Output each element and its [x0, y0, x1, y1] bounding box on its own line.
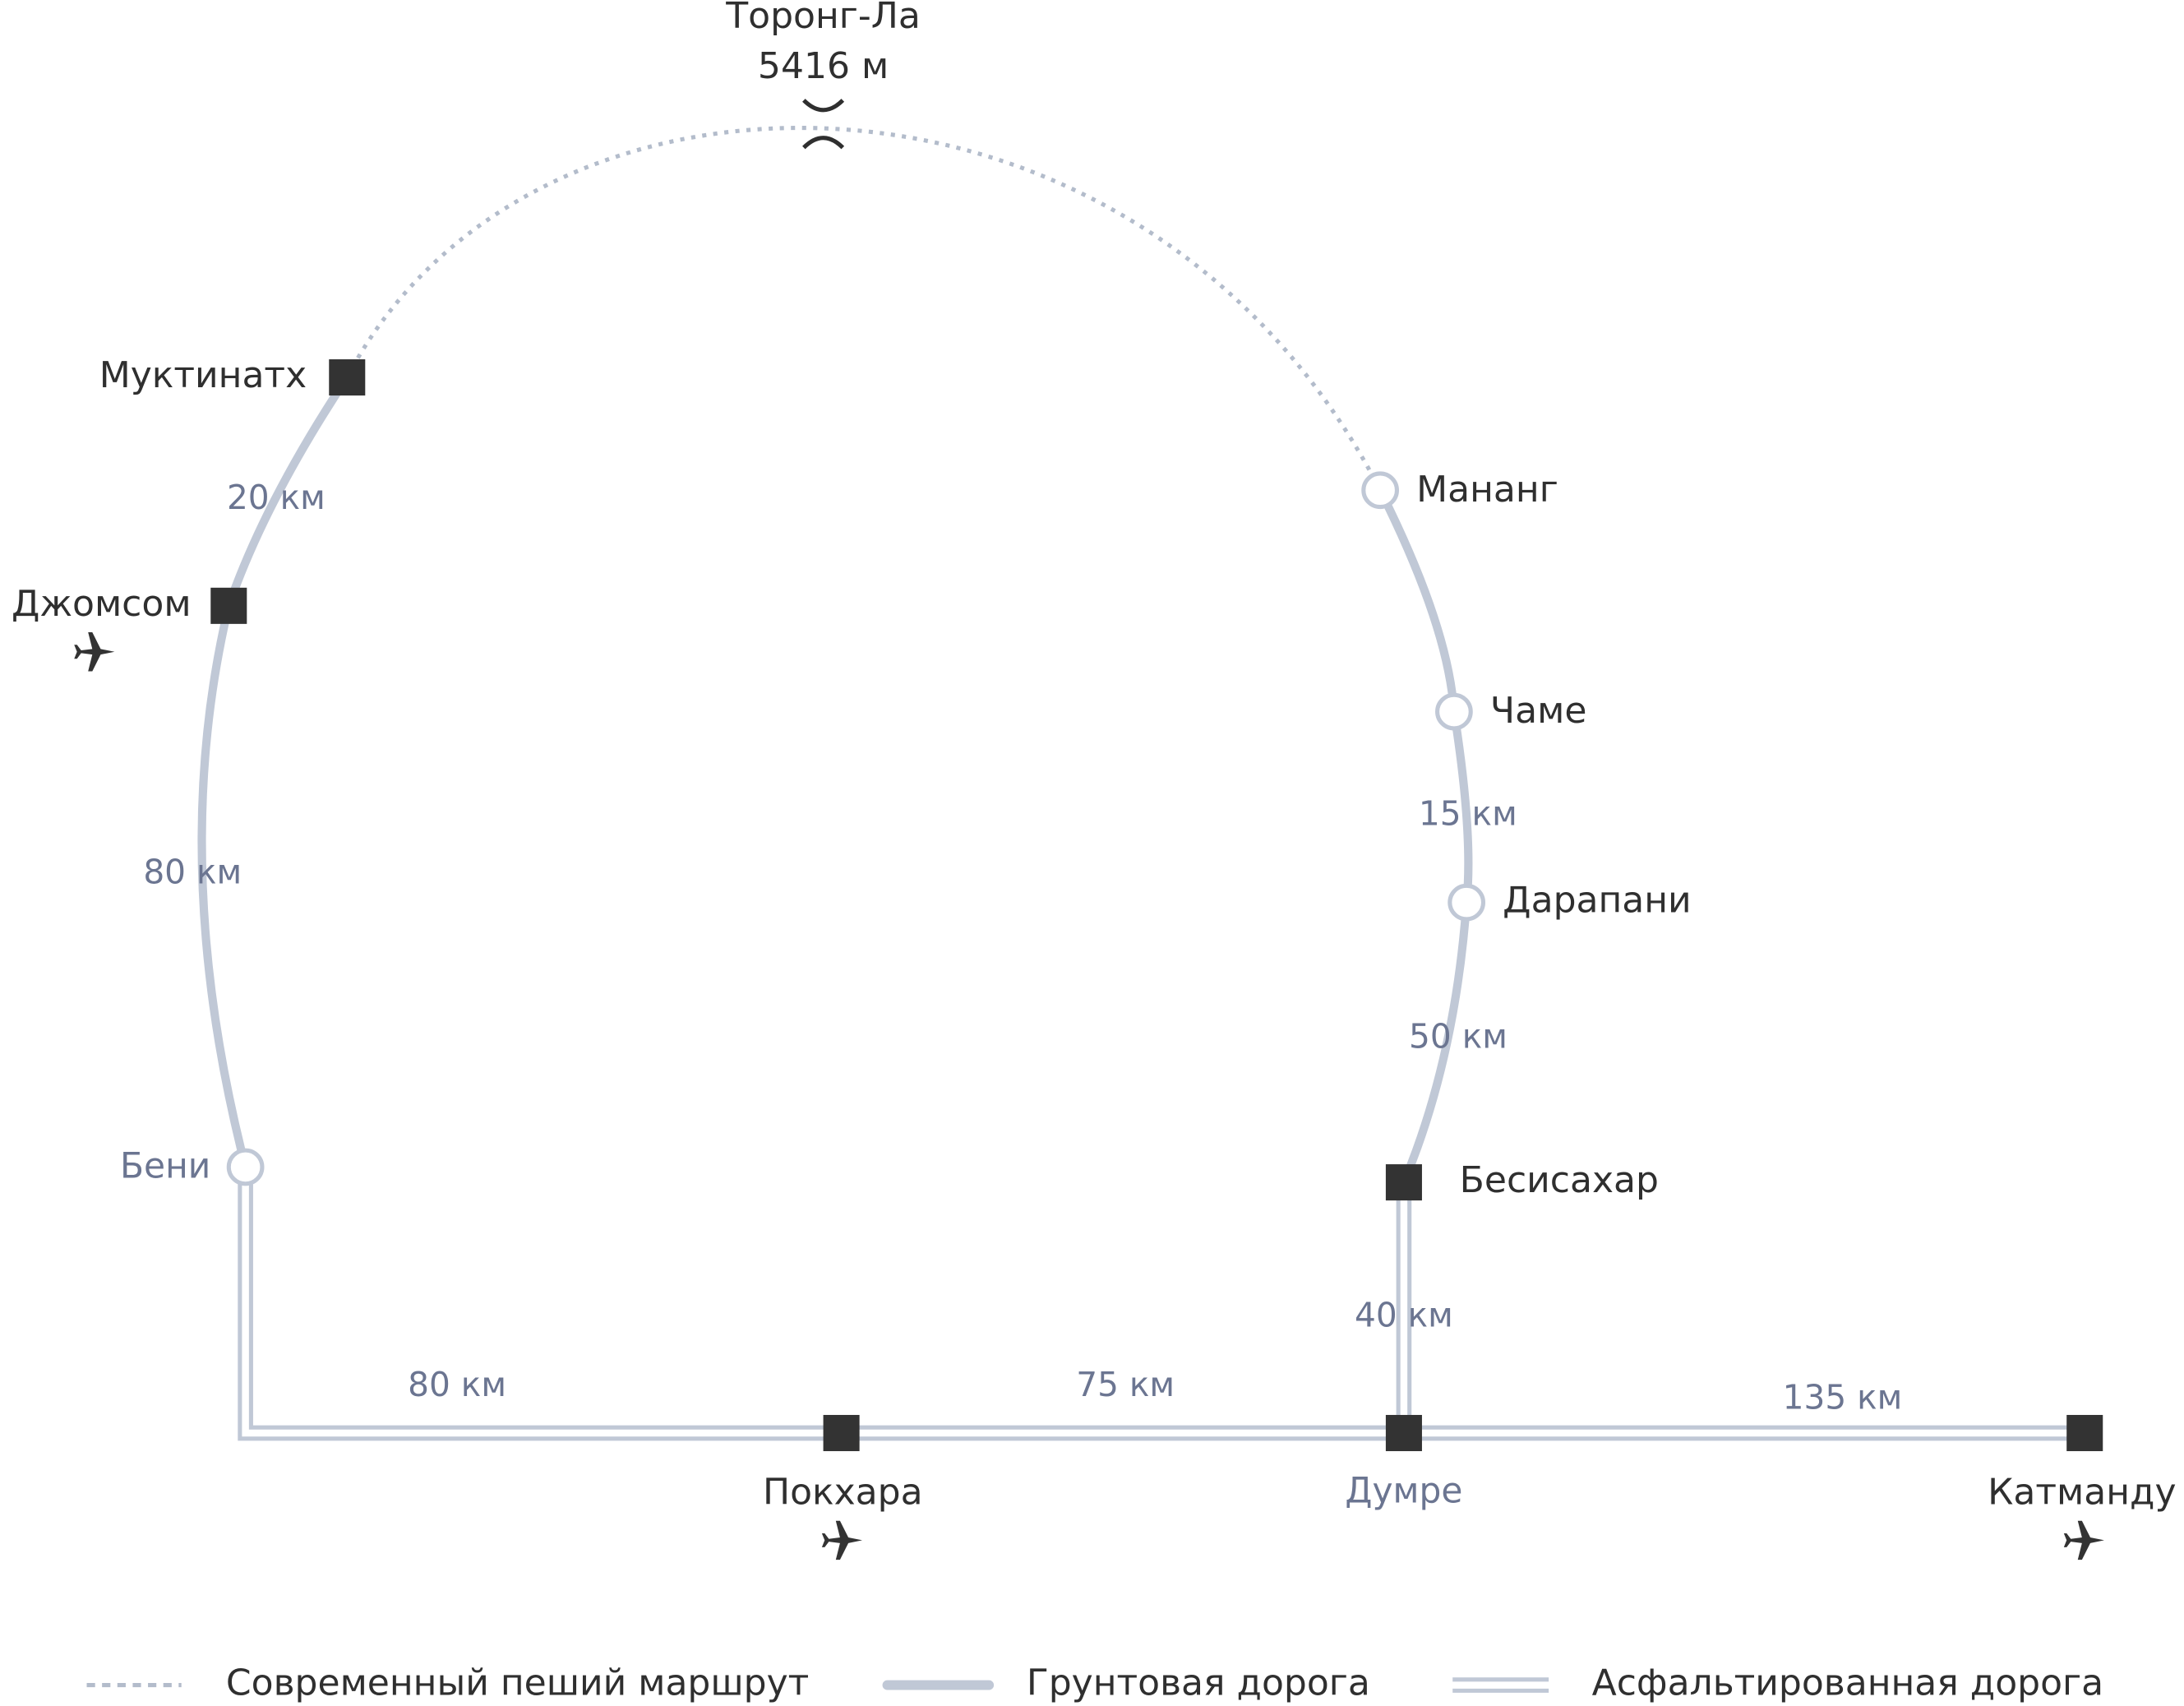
trail-line	[345, 126, 1383, 492]
place-label: Думре	[1345, 1470, 1462, 1510]
airport-icon	[2063, 1520, 2104, 1560]
dirt-road	[197, 375, 351, 1168]
distance-label: 15 км	[1419, 794, 1517, 834]
place-label: Покхара	[763, 1472, 923, 1514]
place-label: Мананг	[1416, 469, 1558, 511]
pass-icon	[802, 99, 845, 150]
distance-label: 20 км	[227, 478, 326, 517]
distance-label: 75 км	[1076, 1365, 1175, 1404]
distance-label: 80 км	[408, 1365, 506, 1404]
place-label: Бени	[120, 1146, 210, 1186]
place-label: Чаме	[1490, 690, 1586, 732]
town-markers	[210, 359, 2103, 1452]
distance-label: 80 км	[143, 853, 242, 892]
airport-icon	[74, 632, 115, 672]
place-label: Джомсом	[12, 583, 192, 625]
legend-swatch	[1452, 1677, 1549, 1693]
distance-label: 50 км	[1409, 1017, 1508, 1056]
legend-label: Грунтовая дорога	[1027, 1662, 1370, 1704]
asphalt-road	[238, 1167, 2085, 1441]
village-markers	[226, 471, 1486, 1186]
place-label: Муктинатх	[99, 354, 307, 396]
dirt-road	[1376, 488, 1473, 1185]
place-label: Бесисахар	[1460, 1159, 1659, 1201]
place-label: Катманду	[1988, 1472, 2176, 1514]
pass-name: Торонг-Ла	[725, 0, 921, 37]
distance-label: 135 км	[1783, 1377, 1903, 1417]
pass-elevation: 5416 м	[758, 45, 889, 87]
distance-label: 40 км	[1355, 1295, 1453, 1334]
place-label: Дарапани	[1503, 880, 1691, 922]
legend-label: Современный пеший маршрут	[226, 1662, 809, 1704]
airport-icon	[821, 1520, 863, 1560]
legend-label: Асфальтированная дорога	[1592, 1662, 2104, 1704]
